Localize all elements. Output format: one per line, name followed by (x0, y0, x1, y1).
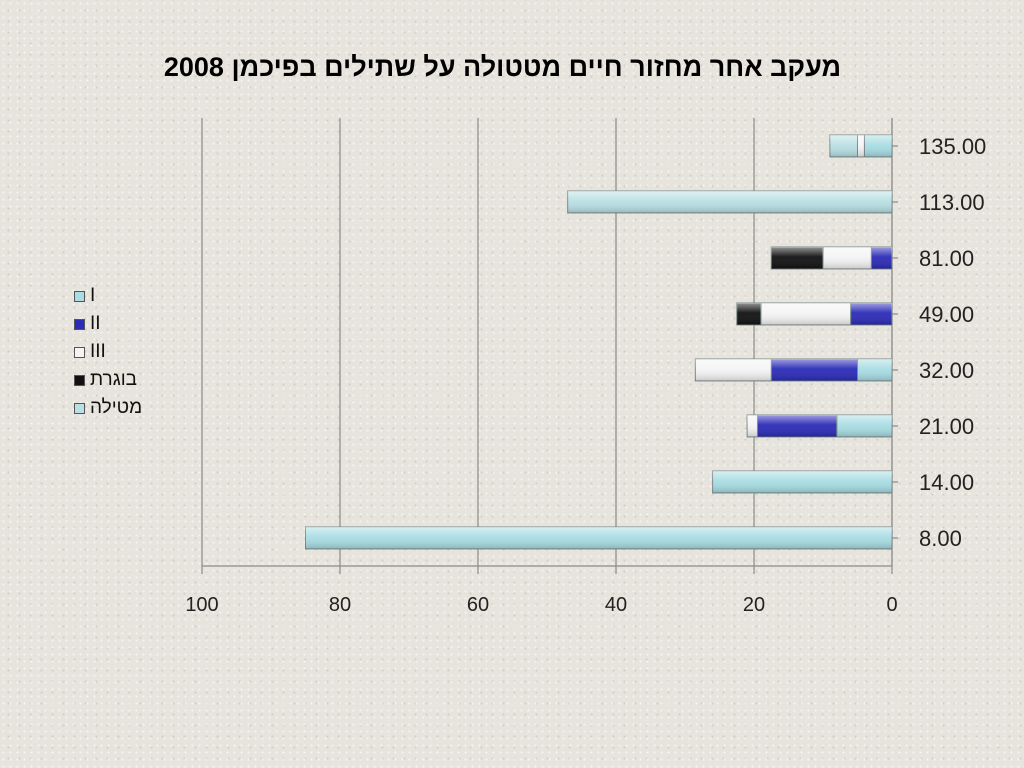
category-label: 32.00 (919, 358, 974, 383)
bar-highlight (829, 135, 858, 157)
legend-item: III (74, 338, 194, 366)
legend-label: מטילה (90, 397, 143, 418)
legend-label: III (90, 341, 106, 362)
category-label: 14.00 (919, 470, 974, 495)
x-tick-label: 60 (467, 594, 489, 616)
bar-highlight (857, 135, 865, 157)
legend-swatch (74, 374, 85, 386)
category-label: 49.00 (919, 302, 974, 327)
chart-title: מעקב אחר מחזור חיים מטטולה על שתילים בפי… (163, 52, 842, 82)
category-label: 8.00 (919, 526, 962, 551)
bar-highlight (771, 247, 823, 269)
legend-swatch (74, 290, 85, 302)
bar-highlight (305, 527, 892, 549)
bar-highlight (712, 471, 892, 493)
bar-highlight (736, 303, 761, 325)
legend-item: I (74, 282, 194, 310)
bar-highlight (864, 135, 892, 157)
x-tick-label: 0 (886, 594, 897, 616)
legend-label: II (90, 313, 101, 334)
x-tick-label: 40 (605, 594, 627, 616)
legend-item: II (74, 310, 194, 338)
x-tick-label: 100 (185, 594, 218, 616)
bar-highlight (871, 247, 892, 269)
bar-highlight (836, 415, 892, 437)
bar-highlight (771, 359, 858, 381)
bar-highlight (760, 303, 851, 325)
category-label: 113.00 (919, 190, 985, 215)
bar-highlight (757, 415, 837, 437)
legend-label: I (90, 285, 96, 306)
bar-highlight (695, 359, 772, 381)
category-label: 135.00 (919, 134, 986, 159)
legend-item: בוגרת (74, 366, 194, 394)
x-tick-label: 20 (743, 594, 765, 616)
category-label: 81.00 (919, 246, 974, 271)
legend-swatch (74, 346, 85, 358)
bar-highlight (567, 191, 892, 213)
legend: I II III בוגרת מטילה (74, 282, 194, 422)
x-tick-label: 80 (329, 594, 351, 616)
bar-highlight (857, 359, 892, 381)
legend-swatch (74, 318, 85, 330)
legend-label: בוגרת (90, 369, 138, 390)
bar-highlight (823, 247, 872, 269)
legend-swatch (74, 402, 85, 414)
bar-highlight (850, 303, 892, 325)
bar-highlight (747, 415, 758, 437)
legend-item: מטילה (74, 394, 194, 422)
category-label: 21.00 (919, 414, 974, 439)
